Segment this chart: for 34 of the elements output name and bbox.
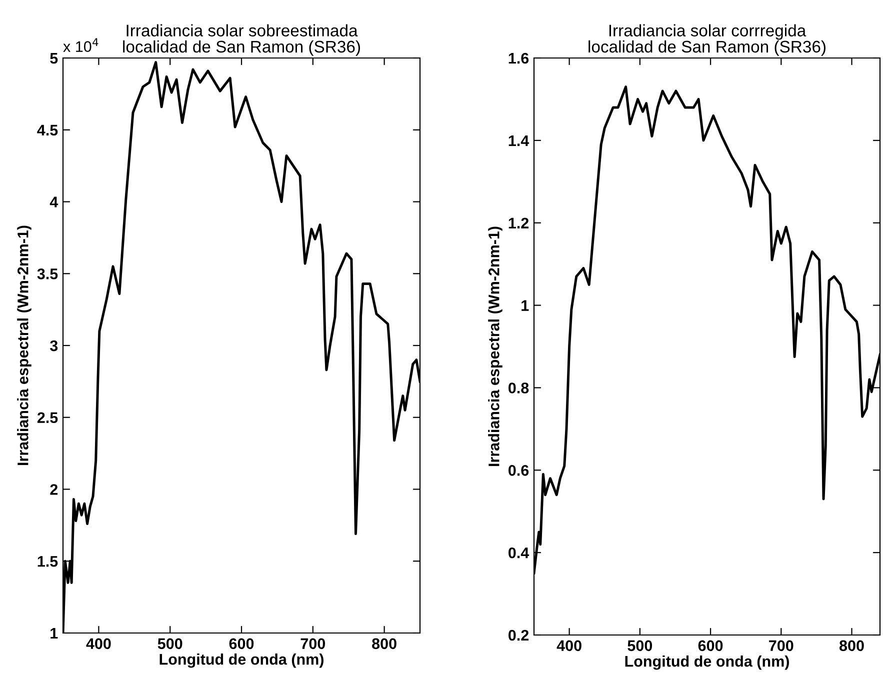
y-tick-label: 1.5 (38, 556, 58, 567)
x-tick-label: 800 (372, 638, 396, 650)
x-axis-title: Longitud de onda (nm) (625, 655, 789, 670)
y-tick-label: 1 (522, 300, 529, 311)
y-tick-label: 1.4 (508, 135, 530, 146)
x-tick-label: 500 (158, 638, 182, 650)
y-tick-label: 0.2 (508, 630, 529, 641)
y-tick-label: 4.5 (37, 124, 58, 136)
y-axis-title: Irradiancia espectral (Wm-2nm-1) (17, 226, 32, 466)
chart-title: Irradiancia solar sobreestimada localidad de San Ramon (SR36) (123, 24, 360, 56)
y-tick-label: 3 (50, 340, 58, 352)
y-tick-label: 1.2 (508, 218, 529, 228)
x-tick-label: 800 (839, 640, 864, 652)
x-tick-label: 600 (698, 640, 723, 652)
y-axis-title: Irradiancia espectral (Wm-2nm-1) (488, 226, 502, 466)
x-tick-label: 400 (556, 640, 582, 652)
text: x 10$^{4}$ (63, 38, 98, 52)
y-tick-label: 1.6 (508, 52, 529, 64)
y-tick-label: 5 (50, 53, 58, 64)
y-tick-label: 1 (50, 628, 58, 639)
y-tick-label: 0.6 (508, 465, 529, 476)
y-tick-label: 2 (50, 484, 58, 495)
y-tick-label: 0.4 (508, 547, 530, 558)
y-tick-label: 3.5 (37, 268, 58, 280)
y-tick-label: 4 (50, 196, 58, 208)
chart-title: Irradiancia solar corrregida localidad de San Ramon (SR36) (588, 24, 826, 56)
x-tick-label: 600 (229, 638, 254, 650)
x-axis-title: Longitud de onda (nm) (160, 653, 324, 668)
y-tick-label: 0.8 (508, 382, 529, 394)
x-tick-label: 500 (628, 640, 652, 652)
x-tick-label: 700 (769, 640, 794, 652)
y-tick-label: 2.5 (37, 412, 58, 424)
x-tick-label: 700 (300, 638, 326, 650)
x-tick-label: 400 (86, 638, 111, 650)
